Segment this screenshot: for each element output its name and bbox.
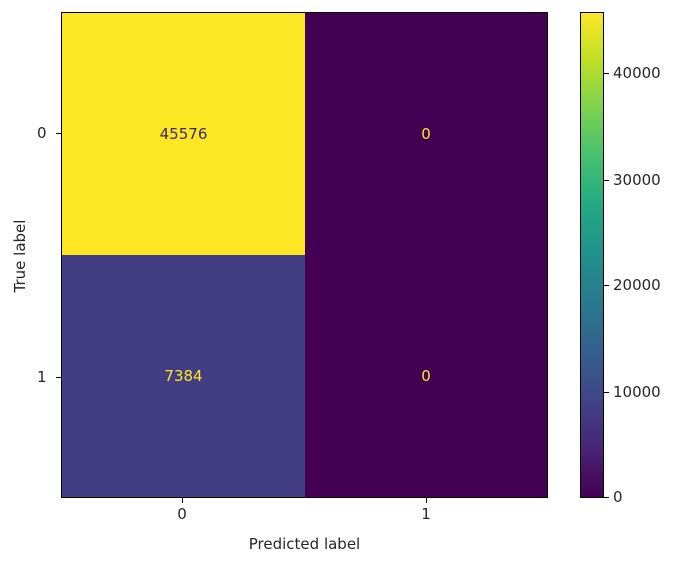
colorbar	[580, 12, 604, 498]
x-axis-label: Predicted label	[248, 535, 361, 553]
cell-value: 0	[421, 367, 431, 385]
cell-value: 0	[421, 125, 431, 143]
colorbar-tick-mark-20000	[604, 285, 609, 286]
cell-value: 7384	[164, 367, 203, 385]
confusion-matrix-plot: 45576 0 7384 0	[61, 12, 548, 498]
xtick-mark-0	[182, 498, 183, 503]
colorbar-tick-40000: 40000	[613, 64, 661, 82]
ytick-label-1: 1	[37, 368, 47, 386]
colorbar-tick-mark-10000	[604, 392, 609, 393]
ytick-mark-1	[56, 377, 61, 378]
cell-true1-pred1: 0	[305, 255, 547, 497]
xtick-mark-1	[426, 498, 427, 503]
colorbar-tick-20000: 20000	[613, 276, 661, 294]
colorbar-tick-mark-30000	[604, 180, 609, 181]
xtick-label-0: 0	[177, 505, 187, 523]
ytick-label-0: 0	[37, 124, 47, 142]
y-axis-label: True label	[11, 219, 29, 293]
cell-value: 45576	[159, 125, 208, 143]
xtick-label-1: 1	[421, 505, 431, 523]
cell-true0-pred0: 45576	[62, 13, 305, 255]
ytick-mark-0	[56, 133, 61, 134]
colorbar-tick-mark-0	[604, 497, 609, 498]
colorbar-tick-30000: 30000	[613, 171, 661, 189]
cell-true0-pred1: 0	[305, 13, 547, 255]
colorbar-tick-0: 0	[613, 488, 623, 506]
colorbar-tick-mark-40000	[604, 73, 609, 74]
colorbar-tick-10000: 10000	[613, 383, 661, 401]
cell-true1-pred0: 7384	[62, 255, 305, 497]
